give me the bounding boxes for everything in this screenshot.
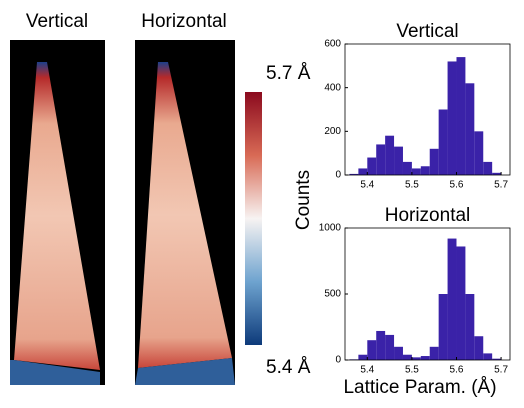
colorbar xyxy=(245,92,262,345)
x-tick-label: 5.5 xyxy=(405,180,419,191)
x-tick-label: 5.4 xyxy=(360,180,374,191)
x-axis-label: Lattice Param. (Å) xyxy=(343,377,496,398)
histogram-bar xyxy=(448,239,457,360)
colorbar-max-label: 5.7 Å xyxy=(266,63,311,84)
histogram-bar xyxy=(483,162,492,175)
y-tick-label: 500 xyxy=(324,289,341,300)
map-title: Vertical xyxy=(26,11,88,32)
histogram-bar xyxy=(385,335,394,360)
y-tick-label: 200 xyxy=(324,126,341,137)
y-tick-label: 1000 xyxy=(319,223,342,234)
histogram-bar xyxy=(474,131,483,175)
chart-title: Horizontal xyxy=(385,205,471,226)
histogram-bar xyxy=(421,356,430,360)
x-tick-label: 5.7 xyxy=(494,180,508,191)
y-tick-label: 0 xyxy=(335,170,341,181)
histogram-bar xyxy=(367,340,376,360)
x-tick-label: 5.7 xyxy=(494,365,508,376)
histogram-bar xyxy=(394,147,403,175)
histogram-bar xyxy=(376,144,385,175)
histogram-bar xyxy=(412,168,421,175)
histogram-bar xyxy=(474,336,483,360)
histogram-bar xyxy=(456,57,465,175)
colorbar-min-label: 5.4 Å xyxy=(266,357,311,378)
histogram-bar xyxy=(358,168,367,175)
x-tick-label: 5.6 xyxy=(450,180,464,191)
map-title: Horizontal xyxy=(141,11,227,32)
histogram-bar xyxy=(430,149,439,175)
x-tick-label: 5.4 xyxy=(360,365,374,376)
histogram-bar xyxy=(367,158,376,175)
histogram-bar xyxy=(465,294,474,360)
plot-frame xyxy=(345,44,510,175)
histogram-bar xyxy=(483,353,492,360)
histogram-bar xyxy=(394,347,403,360)
map-right xyxy=(135,40,235,385)
y-tick-label: 0 xyxy=(335,355,341,366)
x-tick-label: 5.5 xyxy=(405,365,419,376)
y-axis-label: Counts xyxy=(293,170,314,230)
y-tick-label: 600 xyxy=(324,39,341,50)
histogram-bar xyxy=(465,83,474,175)
histogram-bar xyxy=(403,355,412,360)
histogram-bar xyxy=(385,136,394,175)
map-left xyxy=(10,40,105,385)
histogram-bar xyxy=(448,61,457,175)
histogram-bar xyxy=(456,246,465,360)
x-tick-label: 5.6 xyxy=(450,365,464,376)
y-tick-label: 400 xyxy=(324,82,341,93)
histogram-bar xyxy=(439,110,448,176)
histogram-bar xyxy=(403,162,412,175)
chart-title: Vertical xyxy=(396,21,458,42)
histogram-bar xyxy=(439,294,448,360)
histogram-bar xyxy=(421,166,430,175)
histogram-bar xyxy=(376,331,385,360)
histogram-bar xyxy=(430,347,439,360)
histogram-bar xyxy=(358,355,367,360)
figure: Vertical Horizontal 5.7 Å 5.4 Å Counts L… xyxy=(0,0,524,408)
